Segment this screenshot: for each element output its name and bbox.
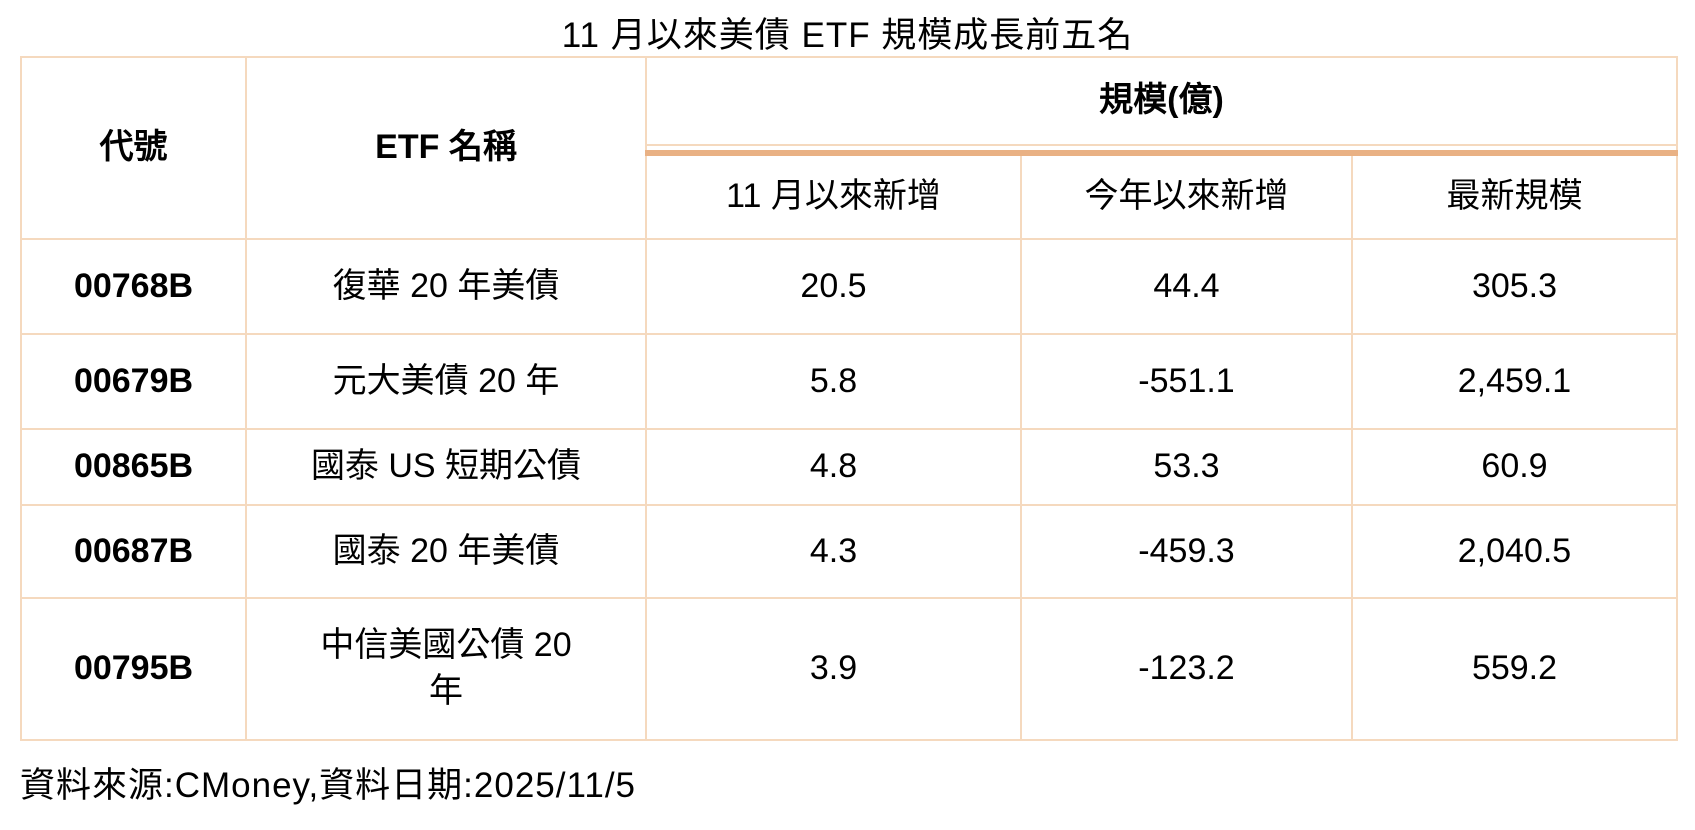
header-cell-code: 代號	[20, 56, 247, 240]
table-row: 00679B 元大美債 20 年 5.8 -551.1 2,459.1	[20, 333, 1678, 430]
etf-table: 代號 ETF 名稱 規模(億) 11 月以來新增 今年以來新增 最新規模 007…	[20, 56, 1678, 741]
cell-ytd-added: -123.2	[1020, 597, 1353, 741]
cell-ytd-added: 53.3	[1020, 428, 1353, 506]
cell-name: 中信美國公債 20 年	[245, 597, 647, 741]
cell-nov-added: 4.3	[645, 504, 1022, 599]
cell-latest-scale: 2,459.1	[1351, 333, 1678, 430]
cell-code: 00865B	[20, 428, 247, 506]
table-row: 00795B 中信美國公債 20 年 3.9 -123.2 559.2	[20, 597, 1678, 741]
subheader-cell-nov: 11 月以來新增	[645, 152, 1022, 240]
cell-nov-added: 5.8	[645, 333, 1022, 430]
cell-code: 00795B	[20, 597, 247, 741]
subheader-cell-latest: 最新規模	[1351, 152, 1678, 240]
header-row: 代號 ETF 名稱 規模(億)	[20, 56, 1678, 240]
source-note: 資料來源:CMoney,資料日期:2025/11/5	[20, 766, 637, 805]
cell-code: 00687B	[20, 504, 247, 599]
page-title: 11 月以來美債 ETF 規模成長前五名	[561, 16, 1134, 55]
table-row: 00768B 復華 20 年美債 20.5 44.4 305.3	[20, 238, 1678, 335]
cell-name: 國泰 US 短期公債	[245, 428, 647, 506]
cell-nov-added: 4.8	[645, 428, 1022, 506]
table-row: 00687B 國泰 20 年美債 4.3 -459.3 2,040.5	[20, 504, 1678, 599]
cell-ytd-added: -459.3	[1020, 504, 1353, 599]
cell-latest-scale: 2,040.5	[1351, 504, 1678, 599]
cell-latest-scale: 60.9	[1351, 428, 1678, 506]
cell-name: 復華 20 年美債	[245, 238, 647, 335]
header-cell-name: ETF 名稱	[245, 56, 647, 240]
cell-latest-scale: 305.3	[1351, 238, 1678, 335]
cell-latest-scale: 559.2	[1351, 597, 1678, 741]
table-row: 00865B 國泰 US 短期公債 4.8 53.3 60.9	[20, 428, 1678, 506]
cell-code: 00679B	[20, 333, 247, 430]
cell-name: 國泰 20 年美債	[245, 504, 647, 599]
subheader-row: 11 月以來新增 今年以來新增 最新規模	[21, 152, 1678, 240]
cell-code: 00768B	[20, 238, 247, 335]
header-cell-scale-group: 規模(億)	[645, 56, 1678, 146]
scale-accent-divider	[645, 144, 1678, 156]
cell-ytd-added: 44.4	[1020, 238, 1353, 335]
cell-name: 元大美債 20 年	[245, 333, 647, 430]
cell-nov-added: 20.5	[645, 238, 1022, 335]
cell-nov-added: 3.9	[645, 597, 1022, 741]
cell-ytd-added: -551.1	[1020, 333, 1353, 430]
subheader-cell-ytd: 今年以來新增	[1020, 152, 1353, 240]
